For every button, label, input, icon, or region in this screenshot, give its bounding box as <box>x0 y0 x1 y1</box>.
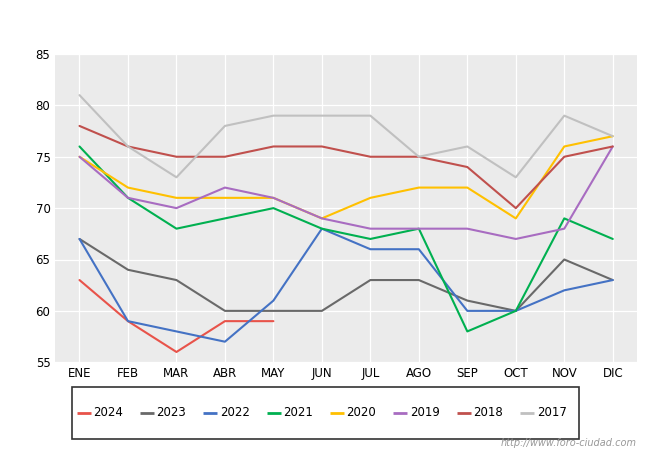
Text: 2020: 2020 <box>346 406 376 419</box>
Text: 2021: 2021 <box>283 406 313 419</box>
Text: 2019: 2019 <box>410 406 440 419</box>
Text: 2024: 2024 <box>93 406 123 419</box>
Text: Afiliados en Bovera a 31/5/2024: Afiliados en Bovera a 31/5/2024 <box>186 14 464 33</box>
Text: http://www.foro-ciudad.com: http://www.foro-ciudad.com <box>501 438 637 448</box>
Text: 2018: 2018 <box>473 406 503 419</box>
Text: 2023: 2023 <box>157 406 186 419</box>
Text: 2022: 2022 <box>220 406 250 419</box>
Text: 2017: 2017 <box>537 406 567 419</box>
